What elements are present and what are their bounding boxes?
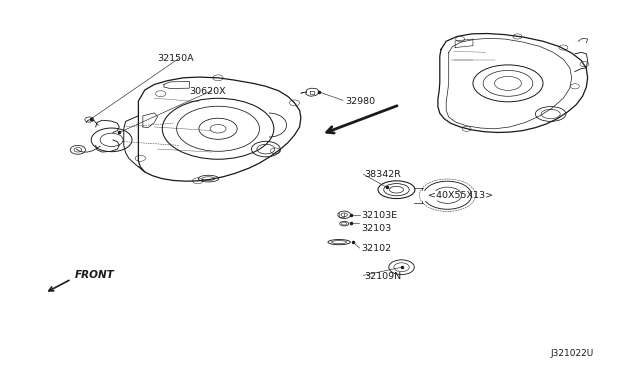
Text: <40X55X13>: <40X55X13> [428,191,493,200]
Text: 30620X: 30620X [189,87,226,96]
Text: FRONT: FRONT [75,270,115,280]
Text: 38342R: 38342R [365,170,401,179]
Text: 32980: 32980 [346,97,376,106]
Text: J321022U: J321022U [550,350,593,359]
Text: 32103: 32103 [362,224,392,233]
Text: 32109N: 32109N [365,272,402,281]
Text: 32150A: 32150A [157,54,194,63]
Bar [422,191,436,200]
Text: 32102: 32102 [362,244,392,253]
Text: 32103E: 32103E [362,211,397,220]
